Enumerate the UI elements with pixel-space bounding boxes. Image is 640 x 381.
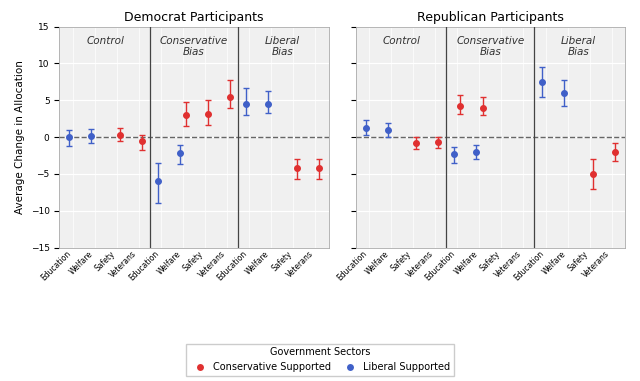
Y-axis label: Average Change in Allocation: Average Change in Allocation bbox=[15, 60, 25, 214]
Text: Control: Control bbox=[86, 35, 125, 45]
Text: Control: Control bbox=[383, 35, 421, 45]
Title: Republican Participants: Republican Participants bbox=[417, 11, 564, 24]
Text: Liberal
Bias: Liberal Bias bbox=[561, 35, 596, 57]
Text: Conservative
Bias: Conservative Bias bbox=[456, 35, 524, 57]
Text: Conservative
Bias: Conservative Bias bbox=[160, 35, 228, 57]
Legend: Conservative Supported, Liberal Supported: Conservative Supported, Liberal Supporte… bbox=[186, 344, 454, 376]
Title: Democrat Participants: Democrat Participants bbox=[124, 11, 264, 24]
Text: Liberal
Bias: Liberal Bias bbox=[265, 35, 300, 57]
